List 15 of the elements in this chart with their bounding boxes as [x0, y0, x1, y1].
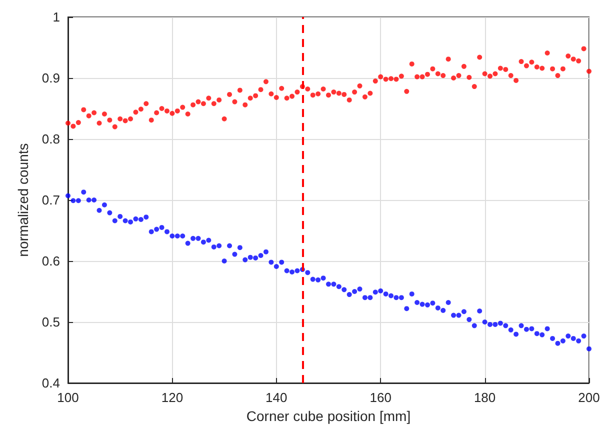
x-axis-title: Corner cube position [mm]: [246, 408, 411, 424]
x-tick-label: 120: [161, 390, 184, 405]
y-tick-label: 0.8: [42, 132, 60, 146]
y-tick-label: 0.7: [42, 192, 60, 208]
y-tick-label: 0.6: [42, 254, 60, 268]
y-tick-label: 0.4: [42, 376, 60, 390]
x-tick-label: 100: [57, 390, 79, 405]
y-tick-label: 0.9: [42, 70, 60, 86]
x-tick-label: 200: [578, 390, 600, 405]
x-tick-label: 160: [370, 390, 392, 405]
y-tick-label: 0.5: [42, 314, 60, 330]
y-tick-label: 1: [52, 10, 60, 24]
y-axis-title: normalized counts: [15, 143, 31, 257]
x-tick-label: 180: [474, 390, 496, 405]
x-tick-label: 140: [266, 390, 288, 405]
